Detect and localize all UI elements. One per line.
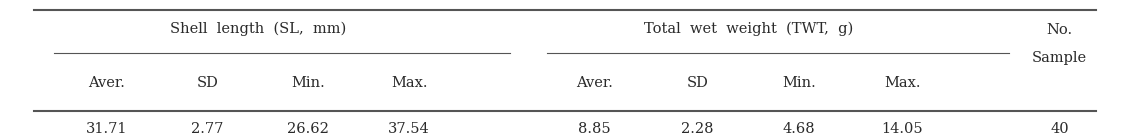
Text: 40: 40 [1050,122,1068,136]
Text: 26.62: 26.62 [287,122,330,136]
Text: Max.: Max. [884,76,920,90]
Text: 37.54: 37.54 [388,122,430,136]
Text: 14.05: 14.05 [881,122,924,136]
Text: Max.: Max. [391,76,427,90]
Text: Min.: Min. [291,76,325,90]
Text: Aver.: Aver. [576,76,612,90]
Text: No.: No. [1046,23,1073,37]
Text: Total  wet  weight  (TWT,  g): Total wet weight (TWT, g) [645,22,853,36]
Text: 31.71: 31.71 [85,122,128,136]
Text: Aver.: Aver. [89,76,124,90]
Text: Sample: Sample [1031,51,1087,65]
Text: 2.77: 2.77 [192,122,223,136]
Text: Shell  length  (SL,  mm): Shell length (SL, mm) [169,22,346,36]
Text: SD: SD [686,76,708,90]
Text: 4.68: 4.68 [782,122,816,136]
Text: 2.28: 2.28 [682,122,713,136]
Text: Min.: Min. [782,76,816,90]
Text: 8.85: 8.85 [577,122,611,136]
Text: SD: SD [196,76,219,90]
